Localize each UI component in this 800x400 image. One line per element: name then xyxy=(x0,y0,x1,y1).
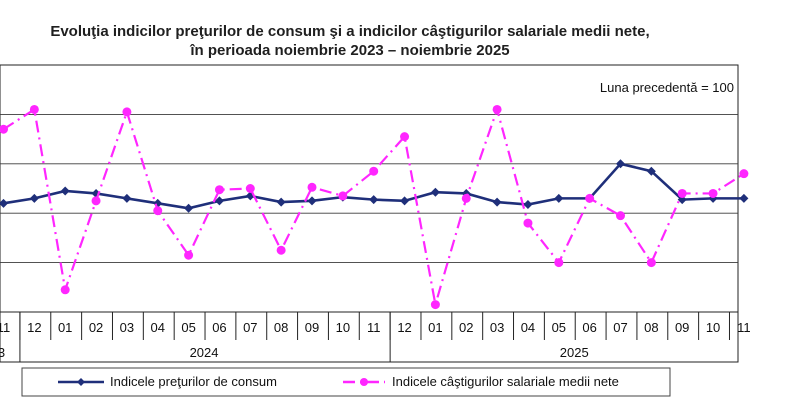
x-tick-label: 01 xyxy=(58,320,72,335)
chart-title: Evoluţia indicilor preţurilor de consum … xyxy=(0,22,700,60)
x-tick-label: 09 xyxy=(305,320,319,335)
data-point-wage xyxy=(153,206,163,216)
year-label: 3 xyxy=(0,345,5,360)
data-point-cpi xyxy=(616,159,625,169)
data-point-cpi xyxy=(492,197,502,207)
data-point-cpi xyxy=(677,195,687,205)
unit-note: Luna precedentă = 100 xyxy=(600,80,734,95)
data-point-wage xyxy=(461,193,471,203)
data-point-cpi xyxy=(646,166,656,176)
x-tick-label: 07 xyxy=(613,320,627,335)
x-tick-label: 09 xyxy=(675,320,689,335)
data-point-wage xyxy=(554,258,564,268)
data-point-cpi xyxy=(739,193,749,203)
data-point-wage xyxy=(338,191,348,201)
legend-item-wage: Indicele câştigurilor salariale medii ne… xyxy=(343,374,619,389)
data-point-cpi xyxy=(184,203,194,213)
data-point-wage xyxy=(369,166,379,176)
x-tick-label: 01 xyxy=(428,320,442,335)
x-tick-label: 02 xyxy=(459,320,473,335)
x-tick-label: 06 xyxy=(212,320,226,335)
data-point-wage xyxy=(29,104,39,114)
x-axis: 11 12 01 02 03 04 05 06 07 08 09 10 11 12 01 02 03 04 05 06… xyxy=(0,312,751,362)
data-point-wage xyxy=(646,258,656,268)
data-point-wage xyxy=(307,182,317,192)
data-point-wage xyxy=(91,196,101,206)
data-point-wage xyxy=(214,185,224,195)
data-point-wage xyxy=(245,184,255,193)
x-tick-label: 12 xyxy=(397,320,411,335)
data-point-cpi xyxy=(214,196,224,206)
gridlines xyxy=(0,113,738,313)
data-point-wage xyxy=(585,193,595,203)
legend-label-cpi: Indicele preţurilor de consum xyxy=(110,374,277,389)
legend-label-wage: Indicele câştigurilor salariale medii ne… xyxy=(392,374,619,389)
data-point-cpi xyxy=(276,197,286,207)
data-point-cpi xyxy=(60,186,70,196)
data-point-wage xyxy=(0,124,8,134)
x-tick-label: 03 xyxy=(120,320,134,335)
x-tick-label: 10 xyxy=(336,320,350,335)
data-point-wage xyxy=(523,218,533,228)
data-point-cpi xyxy=(400,196,410,206)
chart-title-line1: Evoluţia indicilor preţurilor de consum … xyxy=(50,23,650,40)
data-point-cpi xyxy=(122,193,132,203)
x-tick-label: 11 xyxy=(0,320,10,335)
x-tick-label: 04 xyxy=(521,320,535,335)
data-point-wage xyxy=(122,107,132,117)
series-line-wage xyxy=(2,105,745,305)
data-point-wage xyxy=(276,245,286,255)
data-point-cpi xyxy=(554,193,564,203)
data-point-cpi xyxy=(307,196,317,206)
data-point-wage xyxy=(708,188,718,198)
data-point-cpi xyxy=(29,193,39,203)
chart-title-line2: în perioada noiembrie 2023 – noiembrie 2… xyxy=(190,42,510,59)
x-tick-label: 08 xyxy=(274,320,288,335)
year-label: 2025 xyxy=(560,345,589,360)
data-point-wage xyxy=(492,104,502,114)
data-point-cpi xyxy=(523,200,533,210)
x-tick-label: 10 xyxy=(706,320,720,335)
data-point-wage xyxy=(739,169,749,179)
x-tick-label: 02 xyxy=(89,320,103,335)
data-point-wage xyxy=(677,188,687,198)
data-point-wage xyxy=(60,285,70,295)
x-tick-label: 08 xyxy=(644,320,658,335)
data-point-wage xyxy=(616,211,625,221)
x-tick-label: 11 xyxy=(367,320,381,335)
x-tick-label: 06 xyxy=(582,320,596,335)
data-point-wage xyxy=(184,250,194,260)
x-tick-label: 05 xyxy=(552,320,566,335)
x-tick-label: 04 xyxy=(151,320,165,335)
x-tick-label: 07 xyxy=(243,320,257,335)
data-point-wage xyxy=(400,132,410,142)
x-tick-label: 11 xyxy=(737,320,751,335)
x-tick-label: 12 xyxy=(27,320,41,335)
x-tick-label: 05 xyxy=(181,320,195,335)
data-point-cpi xyxy=(369,195,379,205)
legend-item-cpi: Indicele preţurilor de consum xyxy=(58,374,277,389)
data-point-cpi xyxy=(0,198,8,208)
data-point-cpi xyxy=(430,187,440,197)
series-layer xyxy=(0,104,749,310)
x-tick-label: 03 xyxy=(490,320,504,335)
legend-marker-cpi xyxy=(77,378,85,386)
legend-marker-wage xyxy=(360,378,368,386)
data-point-wage xyxy=(430,300,440,310)
year-label: 2024 xyxy=(190,345,219,360)
